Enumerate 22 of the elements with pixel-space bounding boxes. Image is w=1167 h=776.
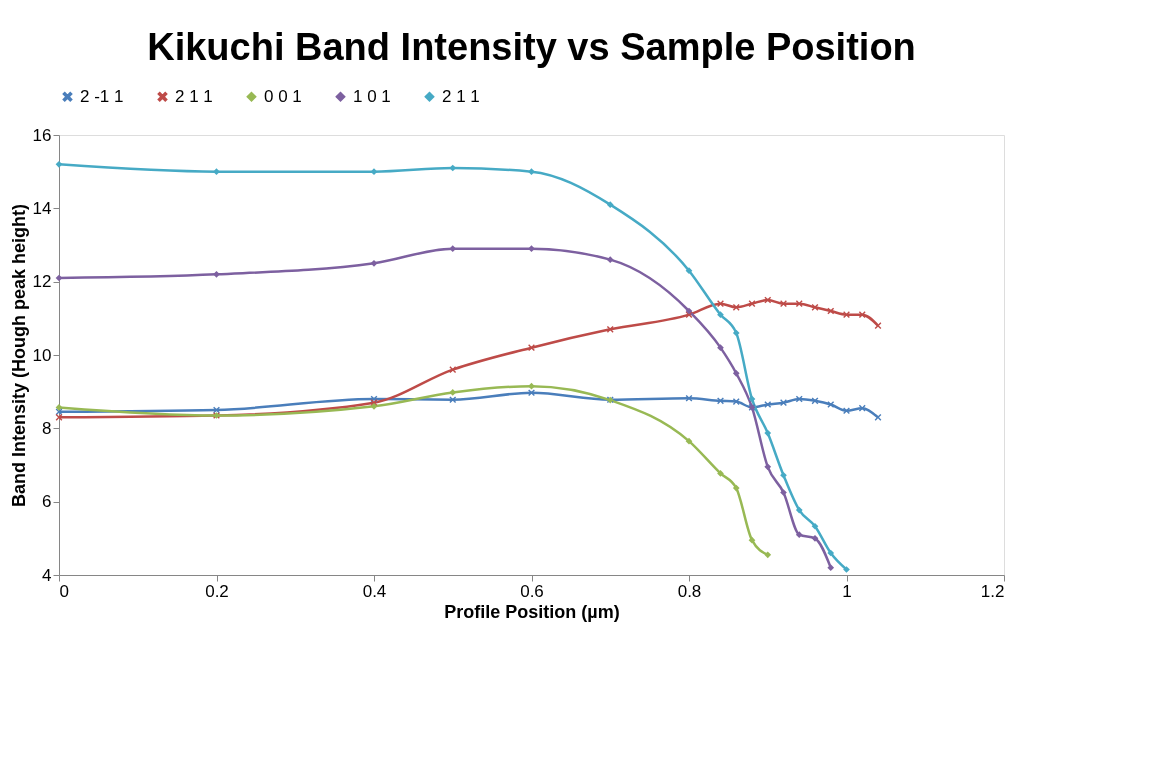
legend-label: 0 0 1 bbox=[264, 86, 302, 106]
x-axis-title: Profile Position (µm) bbox=[444, 601, 620, 622]
legend-label: 2 1 1 bbox=[175, 86, 213, 106]
y-tick-label: 8 bbox=[42, 418, 52, 438]
y-tick-label: 16 bbox=[32, 125, 52, 145]
y-tick-label: 4 bbox=[42, 565, 52, 585]
x-tick-label: 0.8 bbox=[677, 581, 702, 601]
chart-title: Kikuchi Band Intensity vs Sample Position bbox=[147, 26, 916, 68]
x-tick-label: 1.2 bbox=[980, 581, 1005, 601]
y-axis-title: Band Intensity (Hough peak height) bbox=[8, 203, 29, 508]
y-tick-label: 6 bbox=[42, 492, 52, 512]
x-tick-label: 0.4 bbox=[362, 581, 387, 601]
x-tick-label: 1 bbox=[842, 581, 852, 601]
y-tick-label: 12 bbox=[32, 272, 52, 292]
x-tick-label: 0 bbox=[59, 581, 69, 601]
x-tick-label: 0.6 bbox=[520, 581, 544, 601]
legend-label: 1 0 1 bbox=[353, 86, 391, 106]
y-tick-label: 14 bbox=[32, 198, 52, 218]
y-tick-label: 10 bbox=[32, 345, 52, 365]
legend-label: 2 1 1 bbox=[442, 86, 480, 106]
legend-label: 2 -1 1 bbox=[80, 86, 124, 106]
x-tick-label: 0.2 bbox=[205, 581, 229, 601]
